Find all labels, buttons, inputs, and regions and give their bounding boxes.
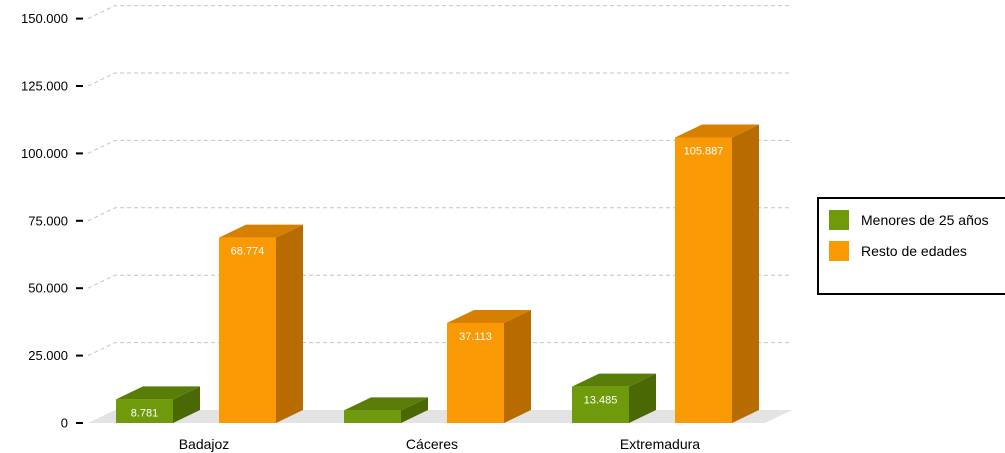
y-axis: 0 25.000 50.000 75.000 100.000 125.000 150.000 bbox=[21, 11, 83, 430]
legend-swatch-menores bbox=[829, 210, 849, 230]
grid-line bbox=[88, 6, 792, 19]
bar-extremadura-0: 13.485 bbox=[572, 374, 656, 423]
data-label: 13.485 bbox=[584, 395, 618, 407]
legend-item-menores: Menores de 25 años bbox=[829, 210, 989, 230]
y-tick-label: 50.000 bbox=[28, 281, 68, 296]
y-tick-label: 125.000 bbox=[21, 79, 68, 94]
grid-line bbox=[88, 73, 792, 86]
bars: 8.781 68.774 37.113 13.485 105.887 bbox=[116, 125, 759, 423]
bar-side bbox=[276, 225, 303, 423]
y-tick-label: 0 bbox=[61, 416, 68, 431]
legend-swatch-resto bbox=[829, 241, 849, 261]
y-tick-label: 25.000 bbox=[28, 348, 68, 363]
legend-label-menores: Menores de 25 años bbox=[861, 212, 989, 228]
bar-side bbox=[504, 310, 531, 423]
x-axis: Badajoz Cáceres Extremadura bbox=[179, 436, 701, 452]
bar-extremadura-1: 105.887 bbox=[675, 125, 759, 423]
data-label: 68.774 bbox=[231, 246, 265, 258]
y-tick-label: 75.000 bbox=[28, 213, 68, 228]
x-tick-label: Extremadura bbox=[620, 436, 700, 452]
y-tick-label: 150.000 bbox=[21, 11, 68, 26]
data-label: 8.781 bbox=[131, 407, 159, 419]
y-tick-label: 100.000 bbox=[21, 146, 68, 161]
legend-label-resto: Resto de edades bbox=[861, 243, 967, 259]
bar-side bbox=[732, 125, 759, 423]
data-label: 105.887 bbox=[684, 146, 724, 158]
data-label: 37.113 bbox=[459, 331, 492, 343]
bar-front bbox=[675, 138, 732, 423]
legend: Menores de 25 años Resto de edades bbox=[817, 197, 1005, 295]
x-tick-label: Cáceres bbox=[406, 436, 458, 452]
legend-item-resto: Resto de edades bbox=[829, 241, 967, 261]
bar-badajoz-1: 68.774 bbox=[219, 225, 303, 423]
bar-front bbox=[219, 238, 276, 423]
bar-front bbox=[344, 410, 401, 423]
bar-c-ceres-1: 37.113 bbox=[447, 310, 531, 423]
x-tick-label: Badajoz bbox=[179, 436, 230, 452]
